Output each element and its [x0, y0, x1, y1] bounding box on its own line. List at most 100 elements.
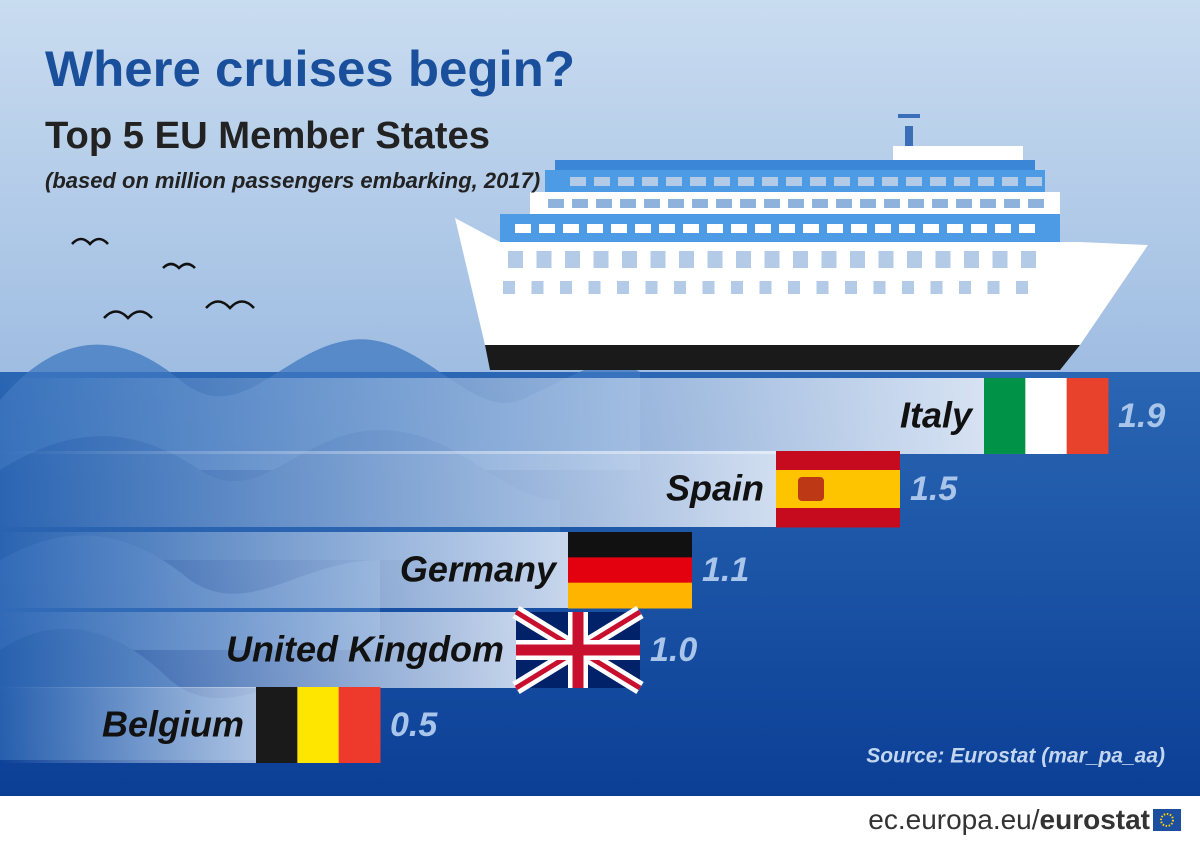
value-label: 1.5	[910, 470, 958, 508]
window	[548, 199, 564, 208]
window	[930, 177, 946, 186]
window	[995, 224, 1011, 233]
window	[875, 224, 891, 233]
window	[594, 177, 610, 186]
window	[731, 224, 747, 233]
flag-stripe	[1066, 378, 1109, 454]
window	[536, 251, 552, 268]
flag-stripe	[568, 532, 692, 558]
window	[956, 199, 972, 208]
window	[978, 177, 994, 186]
footer-domain: ec.europa.eu/	[868, 804, 1039, 835]
window	[531, 281, 544, 294]
window	[935, 251, 951, 268]
window	[851, 224, 867, 233]
flag-emblem	[798, 477, 824, 501]
window	[788, 281, 800, 294]
window	[923, 224, 939, 233]
window	[1026, 177, 1042, 186]
window	[563, 224, 579, 233]
window	[683, 224, 699, 233]
window	[539, 224, 555, 233]
window	[707, 224, 723, 233]
window	[570, 177, 586, 186]
footer-brand: eurostat	[1040, 804, 1150, 835]
window	[692, 199, 708, 208]
flag-stripe	[776, 489, 900, 509]
category-label: Italy	[900, 395, 974, 436]
category-label: Germany	[400, 549, 558, 590]
window	[618, 177, 634, 186]
window	[827, 224, 843, 233]
category-label: United Kingdom	[226, 629, 504, 670]
flag-stripe	[568, 557, 692, 584]
window	[1016, 281, 1028, 294]
window	[821, 251, 837, 268]
window	[659, 224, 675, 233]
window	[642, 177, 658, 186]
window	[565, 251, 580, 268]
flag	[984, 378, 1109, 454]
window	[1019, 224, 1035, 233]
window	[611, 224, 627, 233]
window	[803, 224, 819, 233]
window	[679, 251, 694, 268]
window	[860, 199, 876, 208]
window	[788, 199, 804, 208]
value-label: 1.9	[1118, 397, 1165, 435]
window	[1028, 199, 1044, 208]
window	[884, 199, 900, 208]
window	[810, 177, 826, 186]
flag-stripe	[256, 687, 298, 763]
value-label: 1.1	[702, 551, 749, 589]
source: Source: Eurostat (mar_pa_aa)	[866, 745, 1165, 768]
flag-stripe	[984, 378, 1026, 454]
window	[964, 251, 979, 268]
flag-stripe	[1025, 378, 1068, 454]
flag-stripe	[338, 687, 381, 763]
window	[668, 199, 684, 208]
window	[620, 199, 636, 208]
window	[740, 199, 756, 208]
window	[882, 177, 898, 186]
window	[959, 281, 971, 294]
window	[971, 224, 987, 233]
window	[707, 251, 723, 268]
window	[764, 199, 780, 208]
window	[834, 177, 850, 186]
window	[992, 251, 1008, 268]
window	[987, 281, 1000, 294]
window	[560, 281, 572, 294]
window	[899, 224, 915, 233]
flag-stripe	[776, 451, 900, 471]
flag-stripe	[568, 582, 692, 609]
window	[593, 251, 609, 268]
window	[764, 251, 780, 268]
window	[645, 281, 658, 294]
window	[902, 281, 914, 294]
window	[588, 281, 601, 294]
window	[759, 281, 772, 294]
cruise-ship	[455, 114, 1148, 370]
window	[587, 224, 603, 233]
window	[731, 281, 743, 294]
window	[635, 224, 651, 233]
window	[908, 199, 924, 208]
window	[786, 177, 802, 186]
footer-link[interactable]: ec.europa.eu/eurostat	[868, 804, 1150, 835]
category-label: Spain	[666, 468, 764, 509]
window	[816, 281, 829, 294]
window	[1002, 177, 1018, 186]
window	[572, 199, 588, 208]
window	[850, 251, 865, 268]
window	[980, 199, 996, 208]
window	[907, 251, 922, 268]
window	[793, 251, 808, 268]
window	[515, 224, 531, 233]
window	[716, 199, 732, 208]
window	[596, 199, 612, 208]
flag	[568, 532, 692, 609]
flag-stripe	[776, 508, 900, 528]
